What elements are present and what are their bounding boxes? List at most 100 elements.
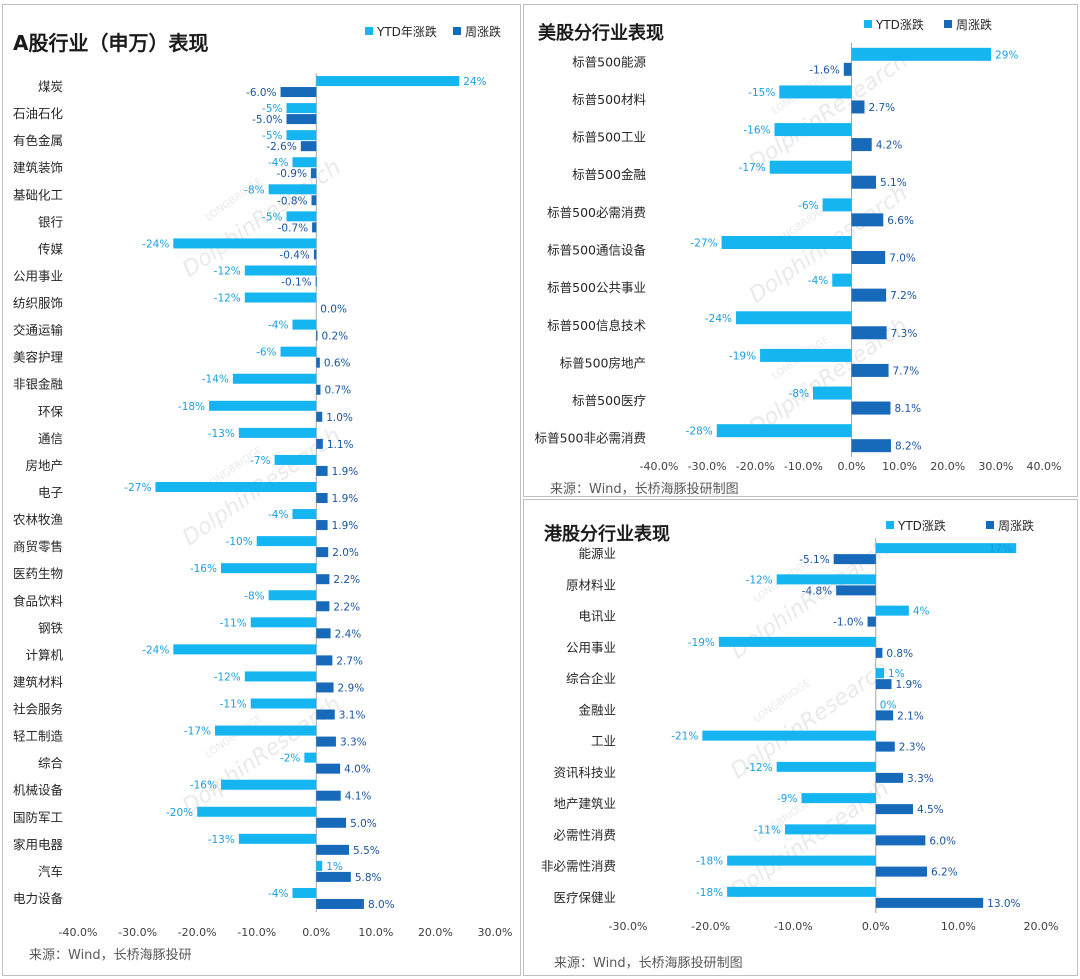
week-data-label: 2.2%	[333, 601, 360, 613]
category-label: 美容护理	[13, 350, 64, 365]
ytd-bar	[304, 752, 317, 763]
category-label: 电子	[38, 485, 63, 500]
category-label: 电讯业	[578, 609, 616, 624]
ytd-bar	[244, 292, 317, 303]
ytd-bar	[774, 123, 852, 137]
category-label: 基础化工	[13, 187, 63, 202]
ytd-data-label: -11%	[754, 824, 781, 836]
ytd-data-label: 17%	[989, 543, 1012, 555]
x-tick-label: -10.0%	[784, 460, 823, 473]
ytd-data-label: -12%	[214, 293, 241, 305]
week-data-label: 1.9%	[895, 679, 922, 691]
ytd-data-label: -8%	[244, 184, 264, 196]
ytd-bar	[250, 698, 317, 709]
ytd-bar	[779, 85, 852, 99]
ytd-bar	[286, 103, 317, 114]
week-data-label: -0.4%	[279, 249, 309, 261]
ytd-data-label: -10%	[226, 536, 253, 548]
week-data-label: -0.1%	[281, 276, 311, 288]
week-bar	[875, 741, 895, 752]
ytd-bar	[832, 273, 852, 287]
ytd-bar	[851, 47, 992, 61]
week-data-label: 3.3%	[907, 773, 934, 785]
ytd-data-label: -28%	[686, 426, 713, 438]
category-label: 标普500工业	[572, 130, 646, 145]
legend-label-1: 周涨跌	[956, 17, 992, 32]
category-label: 公用事业	[566, 640, 616, 655]
category-label: 机械设备	[13, 783, 64, 798]
ytd-bar	[292, 887, 317, 898]
ytd-data-label: -19%	[688, 637, 715, 649]
ytd-data-label: -24%	[142, 644, 169, 656]
ytd-bar	[702, 730, 876, 741]
week-bar	[316, 844, 350, 855]
ytd-data-label: -4%	[268, 320, 288, 332]
legend-label-0: YTD年涨跌	[376, 24, 437, 39]
ytd-data-label: -8%	[244, 590, 264, 602]
category-label: 纺织服饰	[13, 296, 63, 311]
ytd-data-label: -5%	[262, 211, 282, 223]
ytd-bar	[173, 644, 317, 655]
category-label: 工业	[591, 734, 616, 749]
category-label: 标普500医疗	[572, 393, 646, 408]
ytd-data-label: -24%	[705, 313, 732, 325]
week-bar	[316, 574, 330, 585]
ytd-data-label: -13%	[208, 834, 235, 846]
category-label: 煤炭	[38, 79, 63, 94]
legend-label-0: YTD涨跌	[875, 17, 924, 32]
category-label: 标普500金融	[572, 167, 646, 182]
legend-swatch-1	[944, 20, 952, 28]
week-bar	[833, 554, 876, 565]
ytd-data-label: -27%	[124, 482, 151, 494]
ytd-bar	[875, 605, 909, 616]
category-label: 能源业	[578, 546, 616, 561]
ytd-data-label: -21%	[671, 731, 698, 743]
week-data-label: -5.1%	[799, 554, 829, 566]
week-bar	[316, 655, 333, 666]
category-label: 钢铁	[38, 620, 64, 635]
week-bar	[875, 804, 913, 815]
category-label: 石油石化	[13, 106, 64, 121]
category-label: 通信	[38, 431, 63, 446]
ytd-bar	[875, 668, 885, 679]
category-label: 国防军工	[13, 810, 63, 825]
x-tick-label: 10.0%	[358, 926, 393, 939]
ytd-bar	[776, 761, 876, 772]
ytd-bar	[292, 319, 317, 330]
week-bar	[867, 616, 876, 627]
category-label: 轻工制造	[13, 729, 64, 744]
panel-a-share: DolphinResearch LONGBRIDGE DolphinResearch…	[2, 4, 521, 976]
week-data-label: 5.0%	[350, 818, 377, 830]
ytd-bar	[173, 238, 317, 249]
week-bar	[316, 817, 347, 828]
legend-swatch-0	[365, 27, 373, 35]
week-bar	[310, 168, 317, 179]
ytd-data-label: -9%	[777, 793, 797, 805]
week-bar	[851, 138, 872, 152]
category-label: 环保	[38, 404, 64, 419]
week-bar	[851, 175, 877, 189]
ytd-bar	[727, 855, 876, 866]
ytd-data-label: -4%	[268, 888, 288, 900]
category-label: 资讯科技业	[553, 765, 616, 780]
category-label: 农林牧渔	[13, 512, 63, 527]
ytd-bar	[813, 386, 852, 400]
ytd-data-label: -27%	[690, 238, 717, 250]
week-data-label: -0.7%	[278, 222, 308, 234]
ytd-data-label: -4%	[268, 509, 288, 521]
week-bar	[875, 835, 926, 846]
ytd-bar	[268, 590, 317, 601]
legend-swatch-1	[453, 27, 461, 35]
week-bar	[280, 87, 317, 98]
ytd-bar	[232, 373, 317, 384]
x-tick-label: -30.0%	[118, 926, 157, 939]
week-data-label: 2.2%	[333, 574, 360, 586]
week-bar	[316, 790, 341, 801]
category-label: 非银金融	[13, 377, 64, 392]
week-bar	[851, 251, 886, 264]
ytd-data-label: -14%	[202, 374, 229, 386]
x-tick-label: 30.0%	[978, 460, 1013, 473]
category-label: 建筑材料	[13, 674, 64, 689]
ytd-bar	[801, 793, 876, 804]
week-data-label: 13.0%	[987, 898, 1020, 910]
